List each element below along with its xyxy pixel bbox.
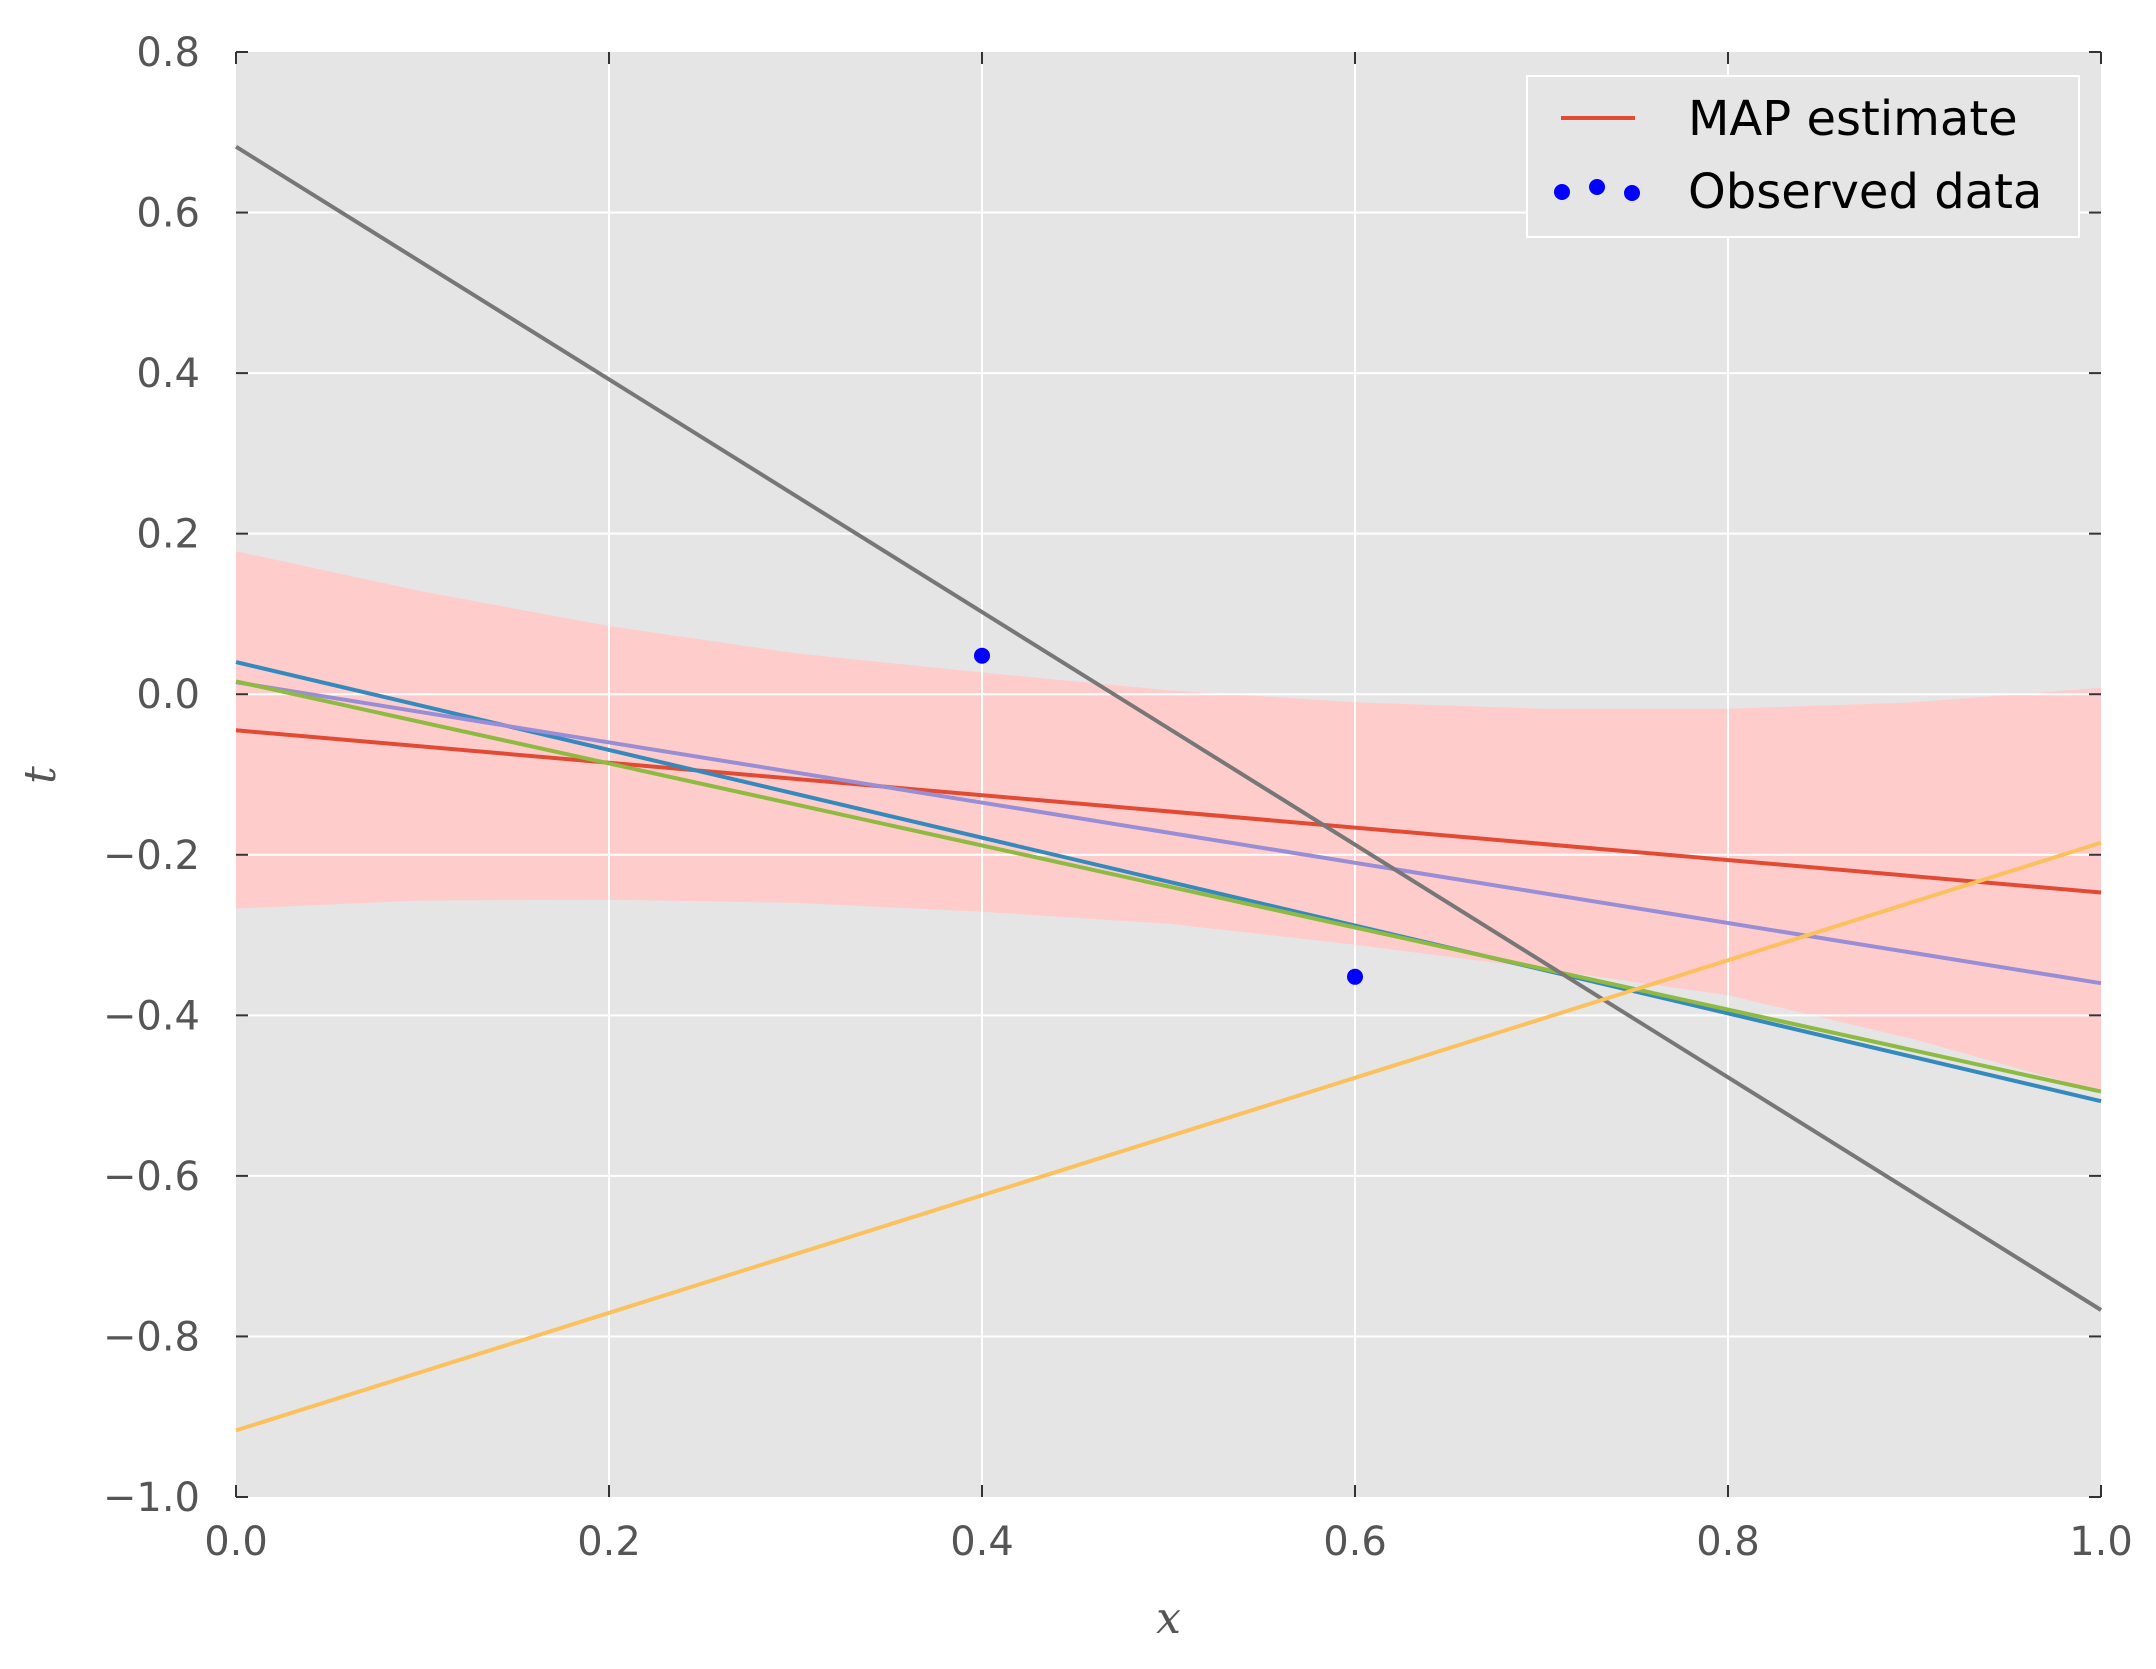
sample-line — [234, 145, 2103, 1312]
y-tick-label: −0.8 — [103, 1314, 200, 1360]
ticks-layer — [235, 51, 2102, 1498]
y-tick-label: −0.4 — [103, 993, 200, 1039]
y-axis-label: t — [15, 766, 66, 784]
grid-layer — [236, 52, 2101, 1497]
y-tick-label: 0.4 — [136, 351, 200, 397]
y-tick-label: −0.2 — [103, 833, 200, 879]
legend-marker-swatch — [1554, 184, 1570, 200]
legend-marker-swatch — [1589, 179, 1605, 195]
sample-line — [235, 680, 2102, 986]
y-tick-label: 0.6 — [136, 191, 200, 237]
y-tick-label: 0.8 — [136, 30, 200, 76]
map-estimate-line — [235, 728, 2102, 895]
series-layer — [234, 145, 2103, 1433]
y-tick-label: 0.0 — [136, 672, 200, 718]
sample-line — [235, 840, 2102, 1433]
sample-line — [235, 679, 2102, 1094]
legend-box — [1526, 75, 2080, 238]
legend-label: MAP estimate — [1688, 91, 2018, 147]
x-tick-label: 0.2 — [577, 1519, 641, 1565]
legend-marker-swatch — [1624, 185, 1640, 201]
observed-data-point — [1347, 968, 1363, 985]
sample-line — [235, 660, 2102, 1104]
scatter-layer — [974, 647, 1363, 985]
uncertainty-band-layer — [236, 551, 2101, 1092]
uncertainty-band — [236, 551, 2101, 1092]
y-tick-label: −1.0 — [103, 1475, 200, 1521]
x-tick-label: 0.0 — [204, 1519, 268, 1565]
x-tick-label: 0.4 — [950, 1519, 1014, 1565]
legend-items: MAP estimate Observed data — [1554, 91, 2042, 220]
y-tick-label: −0.6 — [103, 1154, 200, 1200]
tick-labels-layer: 0.0 0.2 0.4 0.6 0.8 1.0 0.8 0.6 0.4 0.2 0.0 −0.2 −0.… — [103, 30, 2133, 1565]
legend: MAP estimate Observed data — [1526, 75, 2080, 238]
x-tick-label: 1.0 — [2069, 1519, 2133, 1565]
legend-label: Observed data — [1688, 164, 2042, 220]
y-tick-label: 0.2 — [136, 512, 200, 558]
x-axis-label: x — [1156, 1593, 1181, 1644]
x-tick-label: 0.6 — [1323, 1519, 1387, 1565]
x-tick-label: 0.8 — [1696, 1519, 1760, 1565]
observed-data-point — [974, 647, 990, 664]
